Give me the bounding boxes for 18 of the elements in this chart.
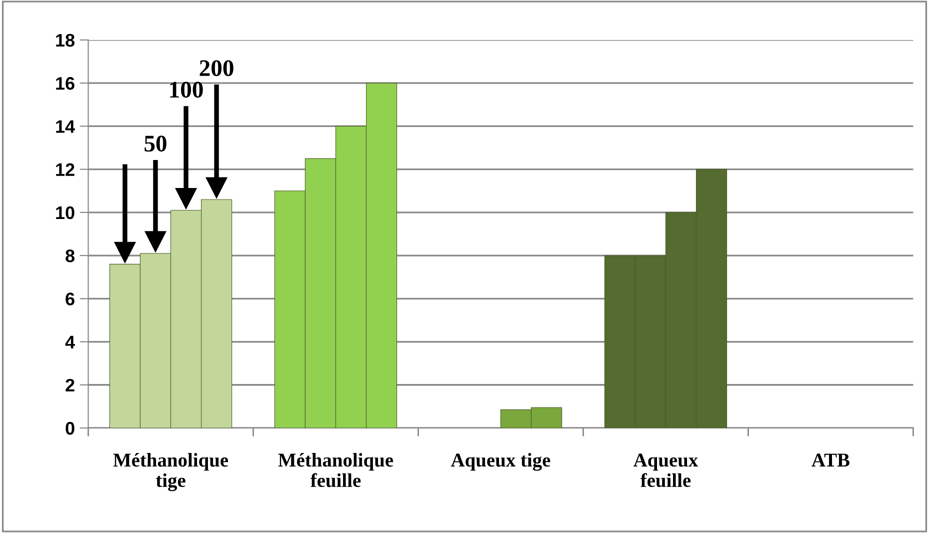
y-tick-label: 0 [66,422,74,435]
y-tick-label: 10 [56,206,74,220]
x-tick-label: Aqueux feuille [633,454,698,488]
y-tick-label: 4 [65,336,75,348]
y-tick-label: 12 [56,163,74,176]
y-tick-label: 6 [66,292,74,306]
y-tick-label: 2 [66,378,74,392]
y-tick-label: 18 [56,34,75,47]
x-tick-label: Méthanolique tige [113,453,228,492]
y-tick-label: 14 [56,120,75,133]
y-tick-label: 8 [66,249,75,262]
x-tick-label: ATB [812,454,850,467]
x-tick-label: Méthanolique feuille [278,453,394,488]
annotation: 50 [144,136,166,152]
annotation: 100 [170,82,203,98]
x-tick-label: Aqueux tige [450,453,550,471]
annotation: 200 [200,60,234,76]
y-tick-label: 16 [56,77,74,90]
